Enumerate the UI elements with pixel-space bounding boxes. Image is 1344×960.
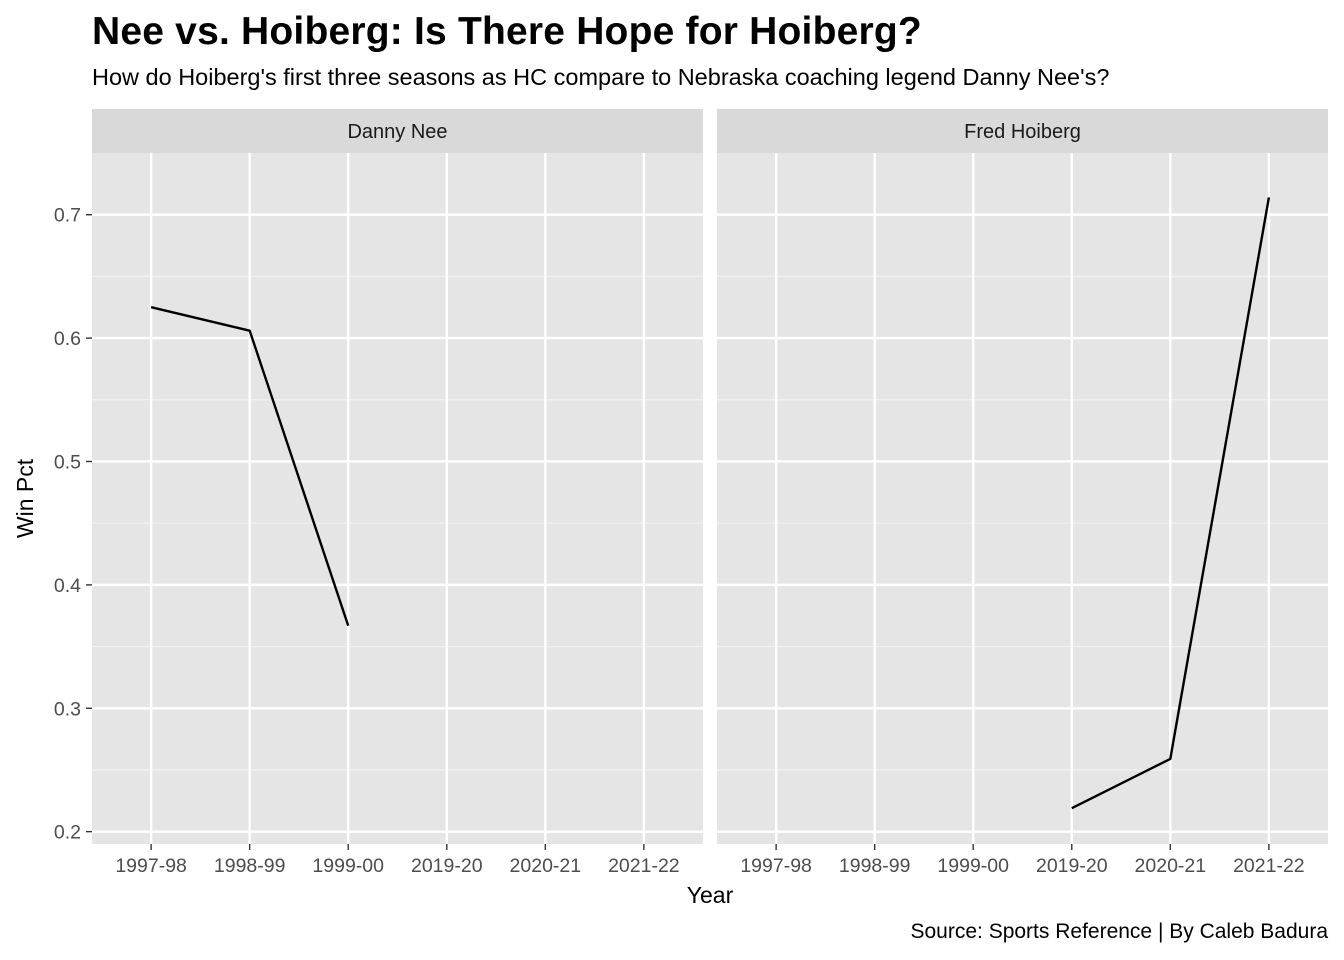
chart-caption: Source: Sports Reference | By Caleb Badu… bbox=[910, 920, 1328, 943]
y-tick-label: 0.7 bbox=[54, 205, 81, 227]
x-tick-label: 2021-22 bbox=[608, 855, 680, 877]
y-tick-label: 0.2 bbox=[54, 822, 81, 844]
series-line-fred-hoiberg bbox=[1071, 197, 1271, 810]
x-tick-label: 1998-99 bbox=[839, 855, 911, 877]
x-tick-label: 1998-99 bbox=[214, 855, 286, 877]
panel-background bbox=[92, 153, 703, 844]
y-tick-label: 0.6 bbox=[54, 328, 81, 350]
chart-subtitle: How do Hoiberg's first three seasons as … bbox=[92, 64, 1110, 90]
x-axis-title: Year bbox=[687, 882, 734, 908]
x-tick-label: 2019-20 bbox=[1036, 855, 1108, 877]
panel-background bbox=[717, 153, 1328, 844]
x-tick-label: 2019-20 bbox=[411, 855, 483, 877]
x-tick-label: 1999-00 bbox=[312, 855, 384, 877]
y-tick-label: 0.3 bbox=[54, 698, 81, 720]
chart-title: Nee vs. Hoiberg: Is There Hope for Hoibe… bbox=[92, 10, 922, 53]
x-tick-label: 2020-21 bbox=[1135, 855, 1207, 877]
facet-strip-label: Fred Hoiberg bbox=[964, 121, 1081, 143]
series-line-danny-nee bbox=[150, 306, 350, 626]
facet-strip-label: Danny Nee bbox=[347, 121, 447, 143]
y-tick-label: 0.4 bbox=[54, 575, 81, 597]
x-tick-label: 1997-98 bbox=[115, 855, 187, 877]
y-tick-label: 0.5 bbox=[54, 451, 81, 473]
x-tick-label: 2020-21 bbox=[510, 855, 582, 877]
facet-strip bbox=[717, 109, 1328, 153]
x-tick-label: 1999-00 bbox=[937, 855, 1009, 877]
x-tick-label: 1997-98 bbox=[740, 855, 812, 877]
facet-strip bbox=[92, 109, 703, 153]
x-tick-label: 2021-22 bbox=[1233, 855, 1305, 877]
y-axis-title: Win Pct bbox=[12, 458, 38, 538]
